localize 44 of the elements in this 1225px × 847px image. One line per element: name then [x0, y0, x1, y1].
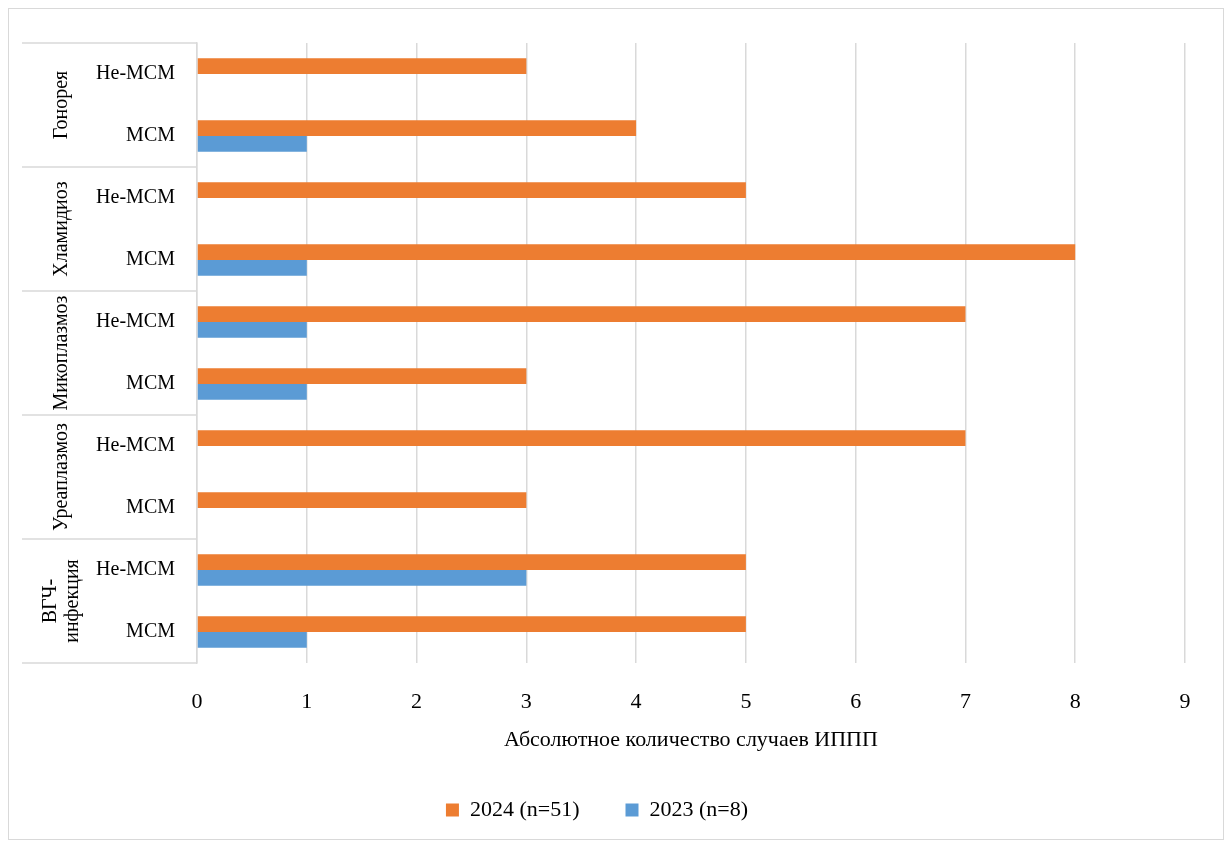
x-axis-title: Абсолютное количество случаев ИППП: [504, 725, 878, 751]
x-tick-label: 5: [740, 687, 752, 713]
x-tick-label: 2: [411, 687, 423, 713]
legend-label: 2023 (n=8): [649, 795, 749, 821]
y-tick-label: МСМ: [126, 123, 176, 146]
x-tick-label: 8: [1069, 687, 1081, 713]
y-tick-label: Не-МСМ: [96, 433, 176, 456]
bar: [197, 570, 527, 586]
text: Микоплазмоз: [49, 295, 72, 411]
x-tick-label: 4: [630, 687, 642, 713]
bar: [197, 260, 307, 276]
bar: [197, 306, 966, 322]
text: Хламидиоз: [49, 181, 73, 277]
y-tick-label: МСМ: [126, 247, 176, 270]
y-tick-label: МСМ: [126, 371, 176, 394]
text: Уреаплазмоз: [49, 422, 73, 531]
bar: [197, 120, 637, 136]
y-tick-label: Не-МСМ: [96, 185, 176, 208]
x-tick-label: 6: [850, 687, 862, 713]
y-tick-label: Не-МСМ: [96, 309, 176, 332]
bar: [197, 182, 746, 198]
x-tick-label: 7: [959, 687, 971, 713]
y-tick-label: Не-МСМ: [96, 557, 176, 580]
y-tick-label: МСМ: [126, 619, 176, 642]
y-tick-label: МСМ: [126, 495, 176, 518]
x-tick-label: 3: [520, 687, 532, 713]
bar: [197, 58, 527, 74]
bar: [197, 430, 966, 446]
bar: [197, 322, 307, 338]
x-tick-label: 9: [1179, 687, 1191, 713]
text: Гонорея: [49, 70, 73, 140]
text: ВГЧ-инфекция: [38, 559, 84, 643]
x-tick-label: 0: [191, 687, 203, 713]
bar: [197, 136, 307, 152]
x-tick-label: 1: [301, 687, 313, 713]
y-tick-label: Не-МСМ: [96, 61, 176, 84]
bar: [197, 554, 746, 570]
bar: [197, 368, 527, 384]
bar: [197, 616, 746, 632]
legend-label: 2024 (n=51): [469, 795, 580, 821]
bar: [197, 244, 1076, 260]
bar: [197, 492, 527, 508]
bar: [197, 384, 307, 400]
bar: [197, 632, 307, 648]
